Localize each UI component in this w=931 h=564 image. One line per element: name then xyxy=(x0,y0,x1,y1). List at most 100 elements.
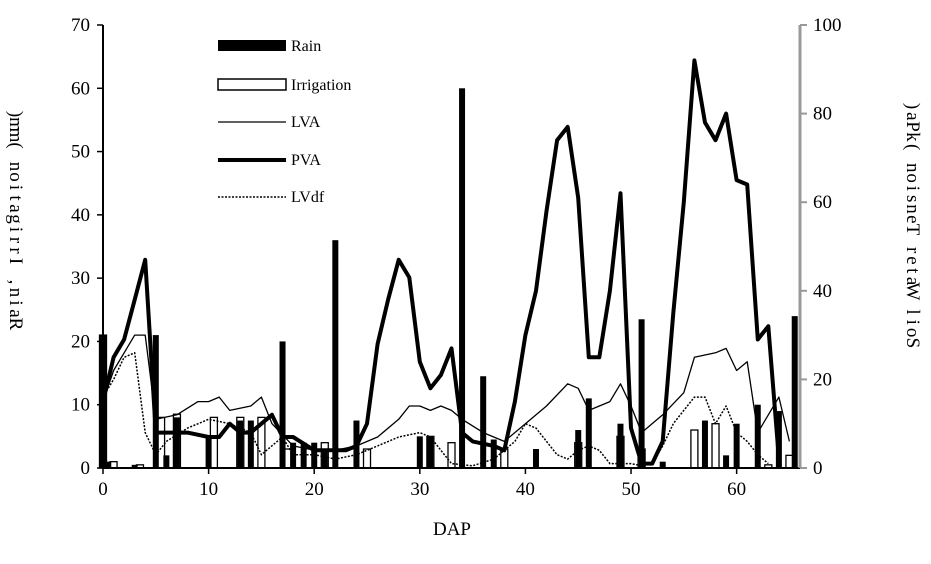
rain-bar xyxy=(733,423,740,468)
y-axis-title-char: o xyxy=(902,328,923,338)
irrigation-bar xyxy=(711,423,720,469)
rain-bar xyxy=(723,455,730,468)
y-axis-title-char: o xyxy=(902,173,923,183)
rain-bar xyxy=(659,461,666,468)
y-axis-title-char: s xyxy=(902,195,923,202)
y-axis-title-char: a xyxy=(5,204,26,213)
x-tick-label: 50 xyxy=(622,479,641,500)
rain-bar xyxy=(427,436,434,468)
legend-lvdf-label: LVdf xyxy=(291,189,325,206)
y-axis-title-char: ) xyxy=(902,103,923,109)
rain-bar xyxy=(279,341,286,468)
y-right-tick-label: 0 xyxy=(813,458,823,479)
rain-bar xyxy=(490,439,497,468)
rain-bar xyxy=(173,417,180,468)
y-left-tick-label: 20 xyxy=(71,331,90,352)
rain-bar xyxy=(332,240,339,468)
rain-bar xyxy=(163,455,170,468)
y-axis-title-char: e xyxy=(902,256,923,264)
y-axis-title-char: e xyxy=(902,215,923,223)
legend-lva-label: LVA xyxy=(291,114,321,131)
pva-line xyxy=(101,58,781,466)
axes-layer xyxy=(102,25,802,469)
y-axis-title-char: l xyxy=(902,309,923,314)
rain-bar xyxy=(237,420,244,468)
y-axis-title-char: R xyxy=(5,318,26,331)
x-tick-label: 60 xyxy=(727,479,746,500)
rain-bar xyxy=(480,376,487,468)
y-axis-title-char: o xyxy=(5,172,26,182)
rain-bar xyxy=(205,436,212,468)
y-axis-title-char: r xyxy=(902,247,923,254)
y-right-tick-label: 40 xyxy=(813,281,832,302)
y-axis-title-char: m xyxy=(5,128,26,143)
rain-bar xyxy=(105,461,112,468)
y-axis-title-char: t xyxy=(902,268,923,274)
y-right-tick-label: 100 xyxy=(813,15,842,36)
y-axis-title-char: ( xyxy=(902,144,923,150)
y-left-tick-label: 70 xyxy=(71,15,90,36)
y-axis-title-char: n xyxy=(5,288,26,298)
rain-bar xyxy=(416,436,423,468)
legend-rain-label: Rain xyxy=(291,38,321,55)
y-axis-title-char: i xyxy=(5,227,26,232)
x-axis-title: DAP xyxy=(433,519,471,540)
y-axis-title-char: a xyxy=(902,277,923,286)
y-right-tick-label: 80 xyxy=(813,104,832,125)
lvdf-line xyxy=(102,352,769,467)
y-left-tick-label: 30 xyxy=(71,268,90,289)
x-tick-label: 10 xyxy=(199,479,218,500)
x-tick-label: 0 xyxy=(98,479,108,500)
y-axis-title-char: P xyxy=(902,121,923,132)
x-tick-label: 30 xyxy=(410,479,429,500)
ticks-layer: 0 10 20 30 40 50 60 0 10 20 30 40 50 60 70 0 20 40 60 80 100 xyxy=(71,15,842,500)
y-axis-title-char: i xyxy=(5,185,26,190)
y-axis-title-char: ) xyxy=(5,111,26,117)
rain-bar xyxy=(791,316,798,468)
rain-bar xyxy=(247,420,254,468)
rain-bar xyxy=(701,420,708,468)
y-left-tick-label: 40 xyxy=(71,205,90,226)
y-axis-title-char: k xyxy=(902,132,923,142)
rain-bar xyxy=(131,464,138,468)
rain-bar xyxy=(575,430,582,468)
y-axis-title-char: i xyxy=(902,320,923,325)
y-axis-title-char: n xyxy=(5,162,26,172)
y-axis-title-char: r xyxy=(5,247,26,254)
rain-bar xyxy=(532,449,539,468)
rain-bar xyxy=(638,319,645,468)
x-tick-label: 40 xyxy=(516,479,535,500)
y-left-tick-label: 10 xyxy=(71,395,90,416)
y-axis-title-char: m xyxy=(5,117,26,132)
y-left-tick-label: 0 xyxy=(81,458,91,479)
y-axis-title-char: t xyxy=(5,195,26,201)
y-axis-title-char: n xyxy=(902,163,923,173)
rain-bar xyxy=(321,449,328,468)
y-axis-title-char: a xyxy=(5,309,26,318)
y-axis-title-char: r xyxy=(5,237,26,244)
legend-irrigation-label: Irrigation xyxy=(291,77,351,94)
y-axis-title-char: a xyxy=(902,112,923,121)
y-left-tick-label: 60 xyxy=(71,78,90,99)
legend-irrigation-swatch xyxy=(217,78,287,91)
legend-pva-label: PVA xyxy=(291,152,321,169)
lva-line xyxy=(102,334,791,451)
y-axis-title-char: i xyxy=(902,186,923,191)
rain-bar xyxy=(585,398,592,468)
lines-layer xyxy=(101,58,791,467)
legend: Rain Irrigation LVA PVA LVdf xyxy=(217,38,351,206)
legend-rain-swatch xyxy=(218,40,286,51)
y-axis-title-char: , xyxy=(5,280,26,285)
y-axis-title-char: i xyxy=(5,300,26,305)
y-axis-title-char: g xyxy=(5,214,26,224)
y-axis-title-char: I xyxy=(5,258,26,264)
y-axis-title-char: n xyxy=(902,204,923,214)
irrigation-bar xyxy=(362,448,372,469)
y-axis-title-char: W xyxy=(902,282,923,300)
y-left-tick-label: 50 xyxy=(71,142,90,163)
rain-bar xyxy=(754,404,761,468)
